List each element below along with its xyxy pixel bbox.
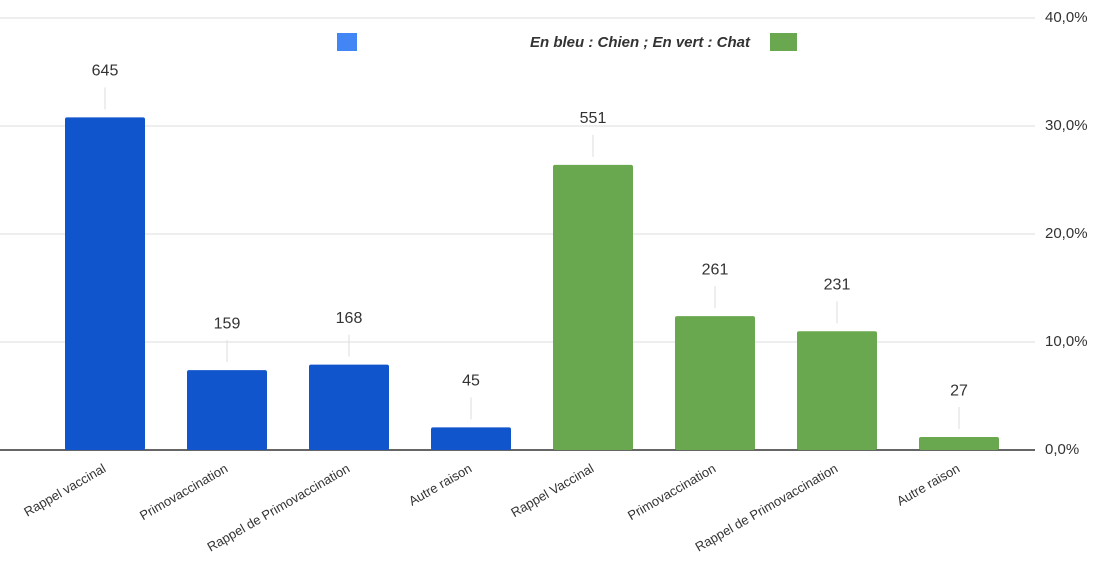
y-tick-label: 20,0% <box>1045 225 1088 242</box>
x-tick-label: Primovaccination <box>625 461 718 523</box>
x-tick-label: Autre raison <box>406 461 474 509</box>
y-tick-label: 30,0% <box>1045 117 1088 134</box>
data-label: 645 <box>92 63 119 80</box>
legend-swatch <box>337 33 357 51</box>
x-tick-label: Rappel Vaccinal <box>508 461 596 521</box>
data-label: 231 <box>824 276 851 293</box>
bar <box>309 364 389 450</box>
data-label: 27 <box>950 382 968 399</box>
data-label: 168 <box>336 310 363 327</box>
data-label: 261 <box>702 261 729 278</box>
legend-swatch <box>770 33 797 51</box>
y-tick-label: 10,0% <box>1045 333 1088 350</box>
bar <box>675 316 755 450</box>
y-tick-label: 0,0% <box>1045 441 1079 458</box>
legend-title: En bleu : Chien ; En vert : Chat <box>530 34 751 51</box>
x-tick-label: Autre raison <box>894 461 962 509</box>
bar <box>431 427 511 450</box>
data-label: 551 <box>580 110 607 127</box>
bar <box>553 164 633 450</box>
bar <box>919 437 999 450</box>
data-label: 159 <box>214 315 241 332</box>
x-tick-label: Rappel vaccinal <box>21 461 108 520</box>
bar <box>797 331 877 450</box>
y-tick-label: 40,0% <box>1045 9 1088 26</box>
bar <box>65 117 145 451</box>
bar <box>187 370 267 450</box>
x-tick-label: Primovaccination <box>137 461 230 523</box>
data-label: 45 <box>462 373 480 390</box>
